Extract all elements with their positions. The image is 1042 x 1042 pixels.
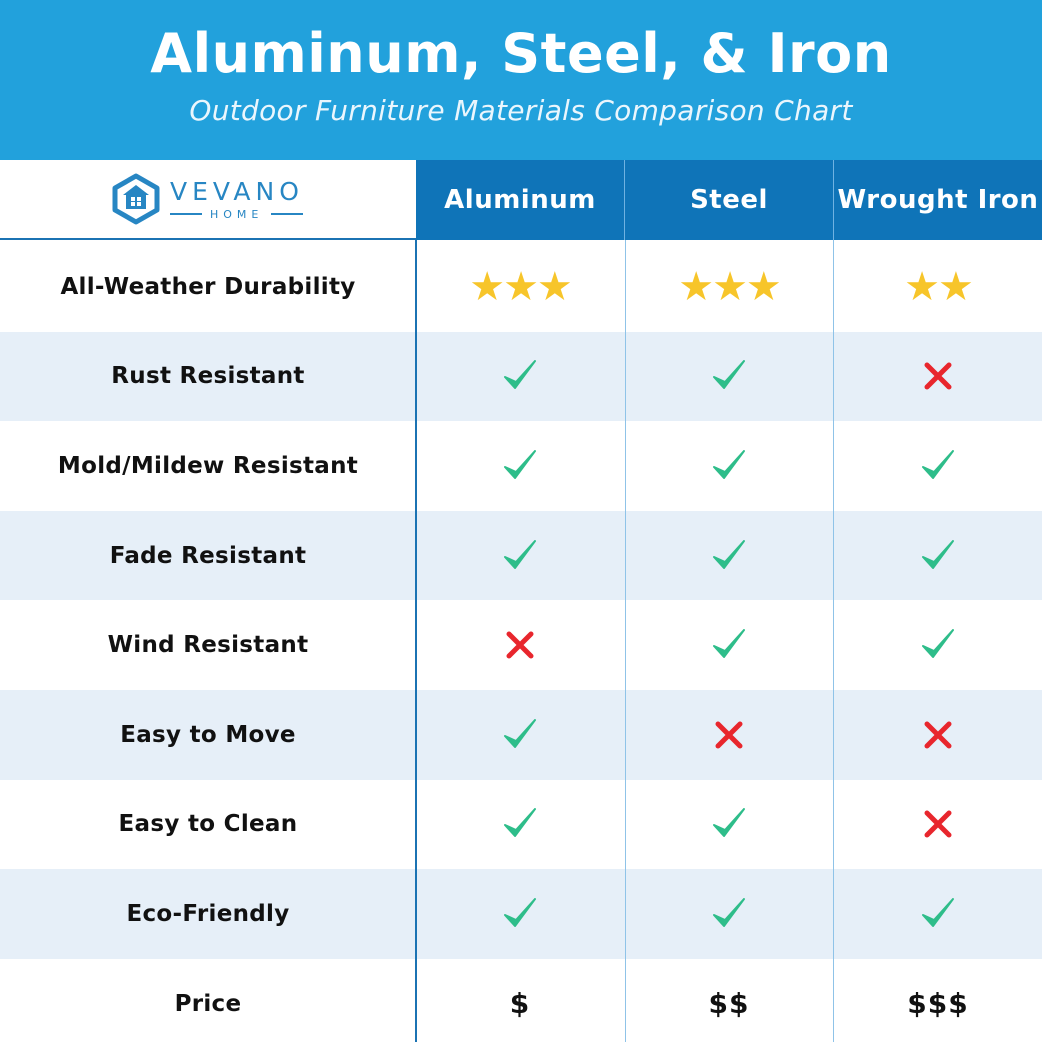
logo-rule xyxy=(170,213,202,215)
check-icon xyxy=(504,718,536,748)
cell-aluminum xyxy=(416,690,624,780)
chart-subtitle: Outdoor Furniture Materials Comparison C… xyxy=(189,94,853,127)
logo-brand: VEVANO xyxy=(170,176,304,206)
cell-steel xyxy=(625,780,833,870)
check-icon xyxy=(504,539,536,569)
cell-steel xyxy=(625,600,833,690)
check-icon xyxy=(713,897,745,927)
check-icon xyxy=(713,808,745,838)
header-divider xyxy=(833,160,834,240)
cell-wrought-iron xyxy=(834,780,1042,870)
check-icon xyxy=(713,629,745,659)
cell-wrought-iron: $$$ xyxy=(834,959,1042,1042)
cell-wrought-iron: ★★ xyxy=(834,242,1042,332)
row-label: Eco-Friendly xyxy=(126,900,290,927)
cell-aluminum xyxy=(416,332,624,422)
vevano-logo: VEVANO HOME xyxy=(110,173,304,225)
column-header-wrought-iron: Wrought Iron xyxy=(834,160,1042,240)
cell-aluminum xyxy=(416,600,624,690)
cross-icon xyxy=(715,721,743,749)
table-row-fade-resistant: Fade Resistant xyxy=(0,510,1042,601)
cross-icon xyxy=(506,631,534,659)
price-value: $$ xyxy=(708,987,750,1021)
column-divider xyxy=(833,240,834,1042)
table-row-eco-friendly: Eco-Friendly xyxy=(0,869,1042,959)
row-label: Price xyxy=(174,990,242,1017)
check-icon xyxy=(713,449,745,479)
cell-wrought-iron xyxy=(834,600,1042,690)
cell-wrought-iron xyxy=(834,869,1042,959)
check-icon xyxy=(922,539,954,569)
star-rating: ★★★ xyxy=(469,263,573,310)
house-logo-icon xyxy=(112,173,160,225)
cell-steel xyxy=(625,332,833,422)
cell-aluminum xyxy=(416,780,624,870)
cross-icon xyxy=(924,362,952,390)
cell-aluminum xyxy=(416,421,624,511)
cell-aluminum xyxy=(416,511,624,601)
check-icon xyxy=(713,360,745,390)
row-label: Rust Resistant xyxy=(111,363,305,390)
column-header-aluminum: Aluminum xyxy=(416,160,624,240)
table-row-all-weather-durability: All-Weather Durability ★★★ ★★★ ★★ xyxy=(0,242,1042,332)
cell-aluminum: ★★★ xyxy=(416,242,624,332)
cell-steel: ★★★ xyxy=(625,242,833,332)
table-row-wind-resistant: Wind Resistant xyxy=(0,600,1042,690)
logo-cell: VEVANO HOME xyxy=(0,160,416,240)
star-rating: ★★★ xyxy=(678,263,782,310)
row-label: All-Weather Durability xyxy=(60,273,356,300)
table-row-mold-mildew-resistant: Mold/Mildew Resistant xyxy=(0,421,1042,511)
row-label: Easy to Move xyxy=(120,721,296,748)
row-label: Easy to Clean xyxy=(118,811,298,838)
check-icon xyxy=(713,539,745,569)
row-label: Mold/Mildew Resistant xyxy=(57,452,359,479)
cell-steel xyxy=(625,869,833,959)
check-icon xyxy=(922,897,954,927)
check-icon xyxy=(504,808,536,838)
table-row-price: Price $ $$ $$$ xyxy=(0,959,1042,1042)
table-row-rust-resistant: Rust Resistant xyxy=(0,331,1042,422)
logo-rule xyxy=(271,213,304,215)
cell-wrought-iron xyxy=(834,332,1042,422)
title-banner: Aluminum, Steel, & Iron Outdoor Furnitur… xyxy=(0,0,1042,160)
cell-wrought-iron xyxy=(834,690,1042,780)
star-rating: ★★ xyxy=(904,263,974,310)
cell-steel xyxy=(625,690,833,780)
row-label: Fade Resistant xyxy=(109,542,307,569)
column-divider xyxy=(625,240,626,1042)
cell-aluminum: $ xyxy=(416,959,624,1042)
cross-icon xyxy=(924,721,952,749)
chart-title: Aluminum, Steel, & Iron xyxy=(150,22,892,85)
check-icon xyxy=(922,629,954,659)
cell-steel xyxy=(625,511,833,601)
logo-sub: HOME xyxy=(210,207,264,221)
cell-wrought-iron xyxy=(834,421,1042,511)
cell-steel: $$ xyxy=(625,959,833,1042)
check-icon xyxy=(504,897,536,927)
row-label: Wind Resistant xyxy=(107,632,309,659)
price-value: $$$ xyxy=(907,987,969,1021)
price-value: $ xyxy=(509,987,531,1021)
table-row-easy-to-clean: Easy to Clean xyxy=(0,780,1042,870)
cross-icon xyxy=(924,810,952,838)
header-divider xyxy=(624,160,625,240)
column-header-steel: Steel xyxy=(625,160,833,240)
check-icon xyxy=(504,449,536,479)
cell-steel xyxy=(625,421,833,511)
cell-wrought-iron xyxy=(834,511,1042,601)
check-icon xyxy=(922,449,954,479)
table-row-easy-to-move: Easy to Move xyxy=(0,690,1042,780)
cell-aluminum xyxy=(416,869,624,959)
label-column-divider xyxy=(415,240,417,1042)
check-icon xyxy=(504,360,536,390)
